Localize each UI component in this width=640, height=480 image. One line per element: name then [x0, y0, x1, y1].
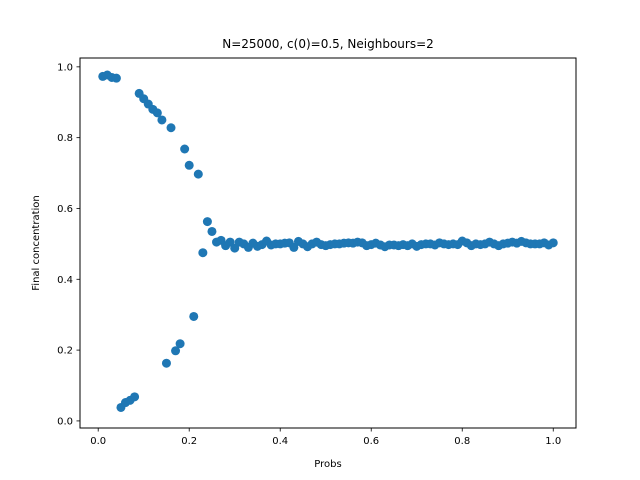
x-axis: 0.0 0.2 0.4 0.6 0.8 1.0: [90, 428, 561, 447]
plot-frame: [79, 57, 577, 429]
y-axis: 0.0 0.2 0.4 0.6 0.8 1.0: [57, 62, 80, 427]
y-tick-label: 0.6: [57, 204, 73, 215]
data-point: [111, 73, 121, 83]
chart-title: N=25000, c(0)=0.5, Neighbours=2: [222, 37, 434, 51]
data-point: [152, 108, 162, 118]
y-axis-label: Final concentration: [31, 195, 42, 290]
x-tick-label: 0.8: [454, 436, 470, 447]
x-tick-label: 1.0: [545, 436, 561, 447]
x-tick-label: 0.4: [272, 436, 288, 447]
x-tick-label: 0.6: [363, 436, 379, 447]
data-point: [207, 226, 217, 236]
data-point: [198, 248, 208, 258]
x-tick-label: 0.2: [181, 436, 197, 447]
data-point: [157, 115, 167, 125]
y-tick-label: 1.0: [57, 62, 73, 73]
data-point: [161, 358, 171, 368]
data-point: [130, 392, 140, 402]
y-tick-label: 0.8: [57, 133, 73, 144]
data-point: [548, 238, 558, 248]
x-tick-label: 0.0: [90, 436, 106, 447]
y-tick-label: 0.0: [57, 416, 73, 427]
data-point: [202, 217, 212, 227]
data-point: [166, 123, 176, 133]
data-point: [175, 339, 185, 349]
data-point: [189, 311, 199, 321]
data-point: [184, 160, 194, 170]
y-tick-label: 0.4: [57, 275, 73, 286]
data-point: [193, 169, 203, 179]
data-point: [180, 144, 190, 154]
y-tick-label: 0.2: [57, 346, 73, 357]
x-axis-label: Probs: [314, 459, 341, 470]
data-point: [171, 346, 181, 356]
data-points: [98, 70, 558, 412]
